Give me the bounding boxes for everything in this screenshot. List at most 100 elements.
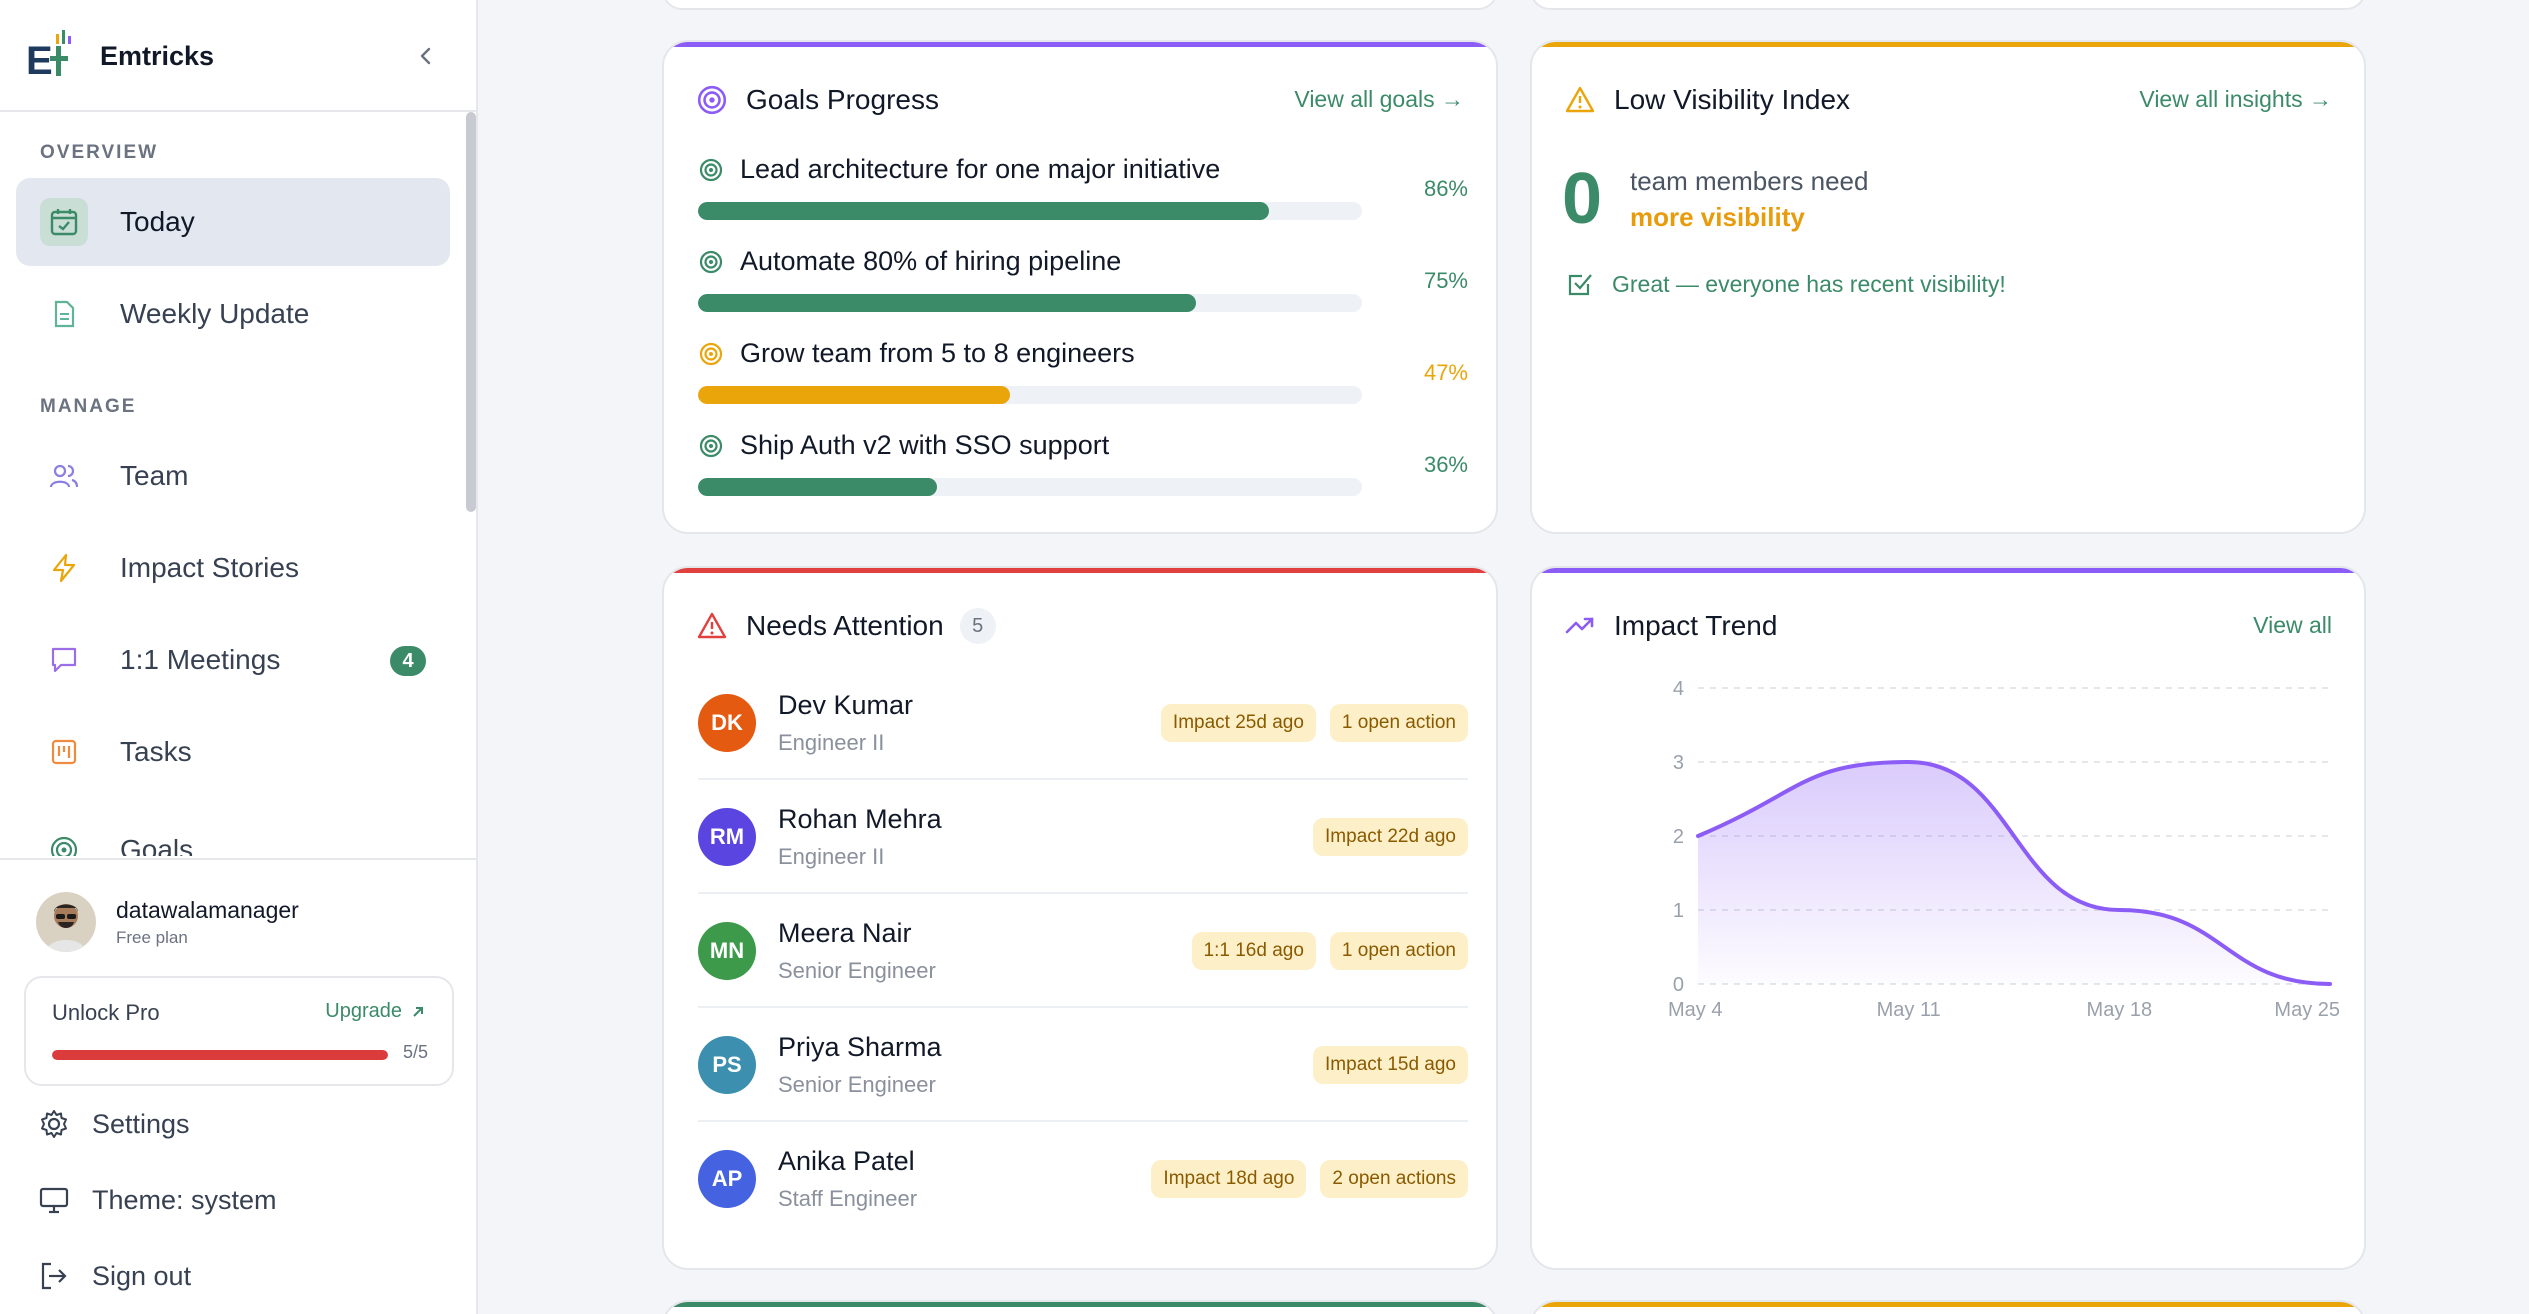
settings-button[interactable]: Settings [38,1108,190,1140]
attention-person-row[interactable]: DK Dev Kumar Engineer II Impact 25d ago 1… [698,668,1468,780]
person-name: Meera Nair [778,918,912,948]
user-profile[interactable]: datawalamanager Free plan [36,892,299,952]
x-tick-label: May 18 [2087,999,2153,1021]
avatar: RM [698,808,756,866]
person-name: Priya Sharma [778,1032,942,1062]
collapse-sidebar-button[interactable] [408,38,444,74]
svg-text:E: E [26,39,53,82]
sign-out-button[interactable]: Sign out [38,1260,191,1292]
trend-area [1698,762,2330,984]
card-accent-line [1532,42,2364,47]
goals-progress-card: Goals Progress View all goals → Lead arc… [662,40,1498,534]
status-tag: Impact 15d ago [1313,1046,1468,1084]
nav-item-impact-stories[interactable]: Impact Stories [16,524,450,612]
card-top-right-partial [1530,0,2366,10]
view-all-trend-link[interactable]: View all [2253,612,2332,638]
goal-item[interactable]: Lead architecture for one major initiati… [698,154,1468,220]
impact-trend-card: Impact Trend View all 0 1 2 3 4 May 4 May 11 Ma… [1530,566,2366,1270]
sidebar-scrollbar[interactable] [466,112,476,512]
nav-item-weekly-update[interactable]: Weekly Update [16,270,450,358]
monitor-icon [39,1187,69,1214]
y-tick-label: 3 [1673,752,1684,774]
person-role: Staff Engineer [778,1186,918,1211]
goal-progress-fill [698,202,1270,220]
card-top-left-partial [662,0,1498,10]
goal-item[interactable]: Ship Auth v2 with SSO support 36% [698,430,1468,496]
view-all-goals-link[interactable]: View all goals → [1294,86,1464,112]
nav-label: 1:1 Meetings [120,644,281,675]
pro-usage-bar [52,1050,388,1060]
nav-item-team[interactable]: Team [16,432,450,520]
status-tag: Impact 18d ago [1151,1160,1307,1198]
attention-person-row[interactable]: AP Anika Patel Staff Engineer Impact 18d… [698,1124,1468,1236]
theme-button[interactable]: Theme: system [38,1184,277,1216]
card-title: Needs Attention [746,610,944,641]
goal-item[interactable]: Grow team from 5 to 8 engineers 47% [698,338,1468,404]
target-icon [699,250,723,273]
pro-title: Unlock Pro [52,1000,160,1025]
goal-progress-track [698,386,1362,404]
brand-logo-icon: E [26,30,78,83]
attention-person-row[interactable]: PS Priya Sharma Senior Engineer Impact 1… [698,1010,1468,1122]
low-visibility-card: Low Visibility Index View all insights →… [1530,40,2366,534]
lightning-icon [40,544,88,592]
avatar [36,892,96,952]
user-plan: Free plan [116,927,188,947]
sign-out-icon [41,1262,67,1290]
kanban-icon [40,728,88,776]
goal-progress-track [698,294,1362,312]
unlock-pro-panel: Unlock Pro Upgrade 5/5 [24,976,454,1086]
card-accent-line [1532,568,2364,573]
goal-progress-track [698,202,1362,220]
goal-percent: 47% [1423,360,1468,385]
checkbox-check-icon [1568,274,1592,296]
goal-item[interactable]: Automate 80% of hiring pipeline 75% [698,246,1468,312]
section-label-overview: OVERVIEW [40,142,159,163]
gear-icon [41,1110,67,1138]
goal-percent: 75% [1423,268,1468,293]
x-tick-label: May 4 [1668,999,1722,1021]
arrow-up-right-icon [413,1006,423,1017]
sidebar-divider [0,110,476,112]
nav-item-today[interactable]: Today [16,178,450,266]
target-icon [699,342,723,365]
goal-title: Ship Auth v2 with SSO support [740,430,1110,460]
visibility-count: 0 [1562,159,1603,239]
person-role: Engineer II [778,730,885,755]
brand[interactable]: E Emtricks [26,26,214,86]
status-tag: Impact 22d ago [1313,818,1468,856]
nav-label: Weekly Update [120,298,310,329]
visibility-highlight: more visibility [1630,202,1805,232]
goal-title: Automate 80% of hiring pipeline [740,246,1122,276]
upgrade-link[interactable]: Upgrade [325,1000,426,1023]
needs-attention-card: Needs Attention 5 DK Dev Kumar Engineer … [662,566,1498,1270]
nav-label: Impact Stories [120,552,299,583]
trending-up-icon [1565,617,1594,634]
card-title: Goals Progress [746,84,939,115]
person-role: Senior Engineer [778,958,936,983]
document-icon [40,290,88,338]
view-all-insights-link[interactable]: View all insights → [2139,86,2332,112]
goal-progress-fill [698,386,1011,404]
nav-item-tasks[interactable]: Tasks [16,708,450,796]
users-icon [40,452,88,500]
person-name: Dev Kumar [778,690,914,720]
nav-item-goals[interactable]: Goals [16,800,450,856]
nav-item-meetings[interactable]: 1:1 Meetings 4 [16,616,450,704]
goal-percent: 36% [1423,452,1468,477]
attention-person-row[interactable]: MN Meera Nair Senior Engineer 1:1 16d ag… [698,896,1468,1008]
section-label-manage: MANAGE [40,396,137,417]
visibility-text: team members need [1630,166,1869,196]
avatar: PS [698,1036,756,1094]
card-accent-line [1532,1302,2364,1307]
card-header: Goals Progress [696,70,939,130]
sign-out-label: Sign out [92,1260,192,1291]
user-name: datawalamanager [116,896,299,923]
card-title: Low Visibility Index [1614,84,1851,115]
goal-percent: 86% [1423,176,1468,201]
attention-count-badge: 5 [959,608,996,644]
avatar: MN [698,922,756,980]
attention-person-row[interactable]: RM Rohan Mehra Engineer II Impact 22d ag… [698,782,1468,894]
person-name: Anika Patel [778,1146,915,1176]
goal-progress-fill [698,478,938,496]
